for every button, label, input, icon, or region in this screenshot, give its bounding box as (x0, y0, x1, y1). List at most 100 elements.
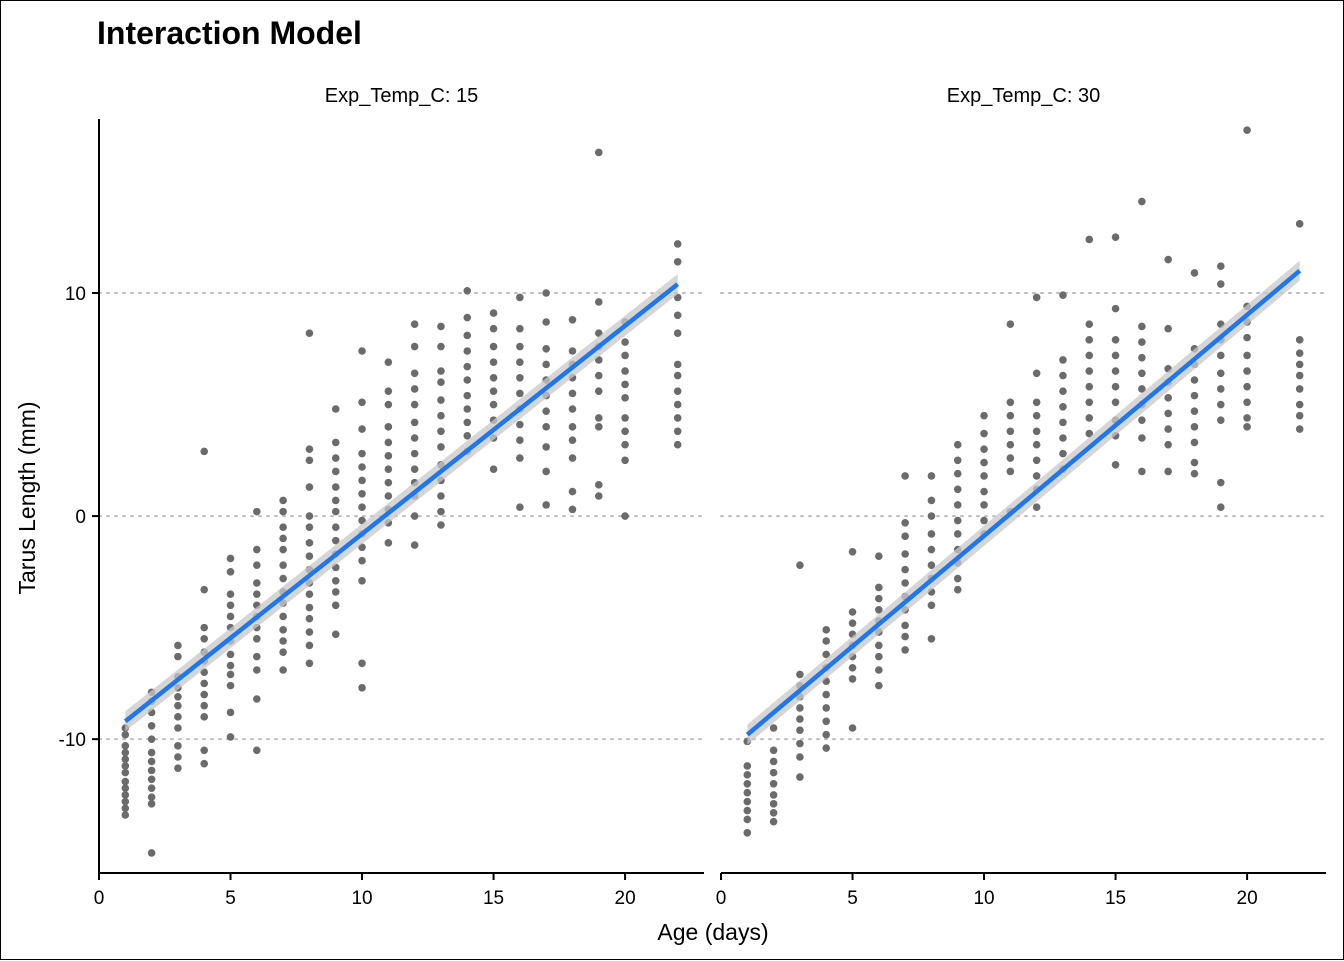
data-point (331, 454, 340, 462)
data-point (743, 829, 752, 837)
data-point (305, 552, 314, 561)
data-point (1190, 407, 1199, 416)
data-point (901, 565, 909, 574)
data-point (1111, 382, 1120, 391)
data-point (980, 472, 988, 480)
data-point (568, 454, 577, 462)
data-point (743, 815, 752, 824)
x-tick-label: 5 (225, 888, 236, 909)
data-point (463, 431, 472, 440)
data-point (305, 603, 314, 612)
x-tick-label: 20 (1237, 888, 1258, 909)
data-point (980, 411, 988, 420)
data-point (1006, 454, 1015, 462)
facet-panels: Exp_Temp_C: 150 5 10 15 20-10010Exp_Temp_C: … (59, 85, 1327, 909)
x-tick-label: 10 (351, 888, 372, 909)
data-point (1111, 460, 1120, 469)
data-point (147, 757, 156, 766)
data-point (279, 626, 287, 634)
data-point (437, 342, 445, 351)
data-point (594, 481, 603, 489)
data-point (1164, 467, 1172, 476)
data-point (796, 670, 804, 679)
data-point (305, 523, 314, 532)
data-point (980, 516, 988, 525)
data-point (279, 523, 287, 532)
data-point (927, 512, 936, 520)
data-point (463, 313, 472, 322)
data-point (901, 518, 909, 527)
data-point (121, 730, 130, 739)
data-point (1059, 387, 1067, 395)
data-point (875, 552, 883, 561)
data-point (253, 634, 261, 643)
data-point (1295, 425, 1304, 433)
data-point (200, 634, 209, 643)
data-point (384, 452, 393, 460)
data-point (384, 358, 393, 366)
data-point (673, 427, 682, 436)
data-point (673, 240, 682, 248)
data-point (200, 713, 209, 721)
data-point (463, 347, 472, 355)
data-point (463, 391, 472, 400)
data-point (147, 748, 156, 757)
data-point (1032, 427, 1041, 436)
data-point (437, 427, 445, 436)
data-point (1085, 398, 1094, 407)
data-point (121, 784, 130, 793)
data-point (822, 704, 831, 712)
data-point (1190, 391, 1199, 400)
data-point (410, 385, 419, 393)
data-point (147, 800, 156, 808)
data-point (279, 648, 287, 656)
data-point (121, 748, 130, 757)
data-point (743, 779, 752, 788)
data-point (489, 342, 498, 351)
data-point (410, 400, 419, 409)
data-point (1243, 351, 1251, 360)
data-point (358, 503, 366, 511)
data-point (1243, 382, 1251, 391)
data-point (927, 634, 936, 643)
data-point (174, 692, 182, 701)
data-point (1085, 414, 1094, 422)
data-point (594, 414, 603, 422)
data-point (358, 425, 366, 433)
data-point (174, 753, 182, 761)
data-point (410, 512, 419, 520)
data-point (1243, 398, 1251, 407)
data-point (796, 715, 804, 723)
data-point (437, 492, 445, 500)
data-point (822, 626, 831, 634)
data-point (226, 661, 235, 670)
y-axis-title: Tarus Length (mm) (14, 401, 40, 594)
data-point (1032, 472, 1041, 480)
data-point (253, 507, 261, 516)
data-point (875, 605, 883, 614)
data-point (384, 387, 393, 395)
data-point (1006, 411, 1015, 420)
data-point (331, 601, 340, 610)
data-point (1059, 402, 1067, 411)
data-point (1138, 434, 1146, 442)
data-point (253, 561, 261, 569)
x-tick-label: 20 (615, 888, 636, 909)
data-point (980, 429, 988, 438)
data-point (305, 628, 314, 636)
data-point (1164, 440, 1172, 449)
data-point (410, 320, 419, 329)
data-point (121, 777, 130, 786)
data-point (568, 487, 577, 496)
data-point (769, 757, 778, 766)
data-point (542, 467, 550, 476)
data-point (1111, 351, 1120, 360)
data-point (1295, 400, 1304, 409)
data-point (1059, 356, 1067, 364)
data-point (489, 324, 498, 333)
data-point (516, 324, 524, 333)
data-point (121, 811, 130, 819)
data-point (305, 539, 314, 547)
data-point (1164, 255, 1172, 264)
